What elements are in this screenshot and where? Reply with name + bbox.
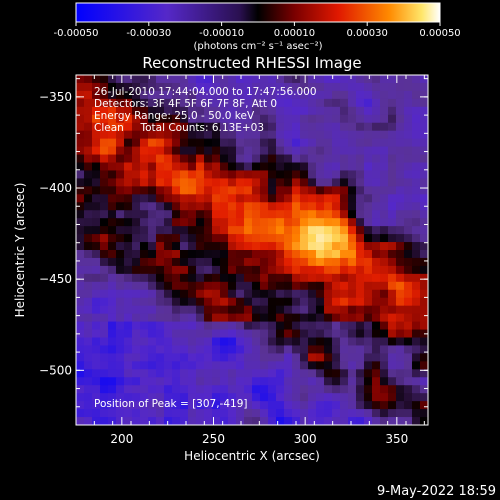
- y-tick-label: −450: [39, 272, 72, 286]
- colorbar-tick-label: 0.00050: [419, 28, 460, 39]
- colorbar-tick-label: 0.00030: [347, 28, 388, 39]
- energy-range-label: Energy Range: 25.0 - 50.0 keV: [94, 110, 255, 122]
- x-tick-label: 250: [202, 432, 225, 446]
- axis-ticks: 200 250 300 350 −350 −400 −450 −500: [39, 75, 428, 446]
- chart-title: Reconstructed RHESSI Image: [142, 54, 361, 72]
- x-tick-label: 200: [110, 432, 133, 446]
- clean-counts-label: Clean Total Counts: 6.13E+03: [94, 122, 265, 134]
- x-tick-label: 300: [294, 432, 317, 446]
- colorbar-units: (photons cm⁻² s⁻¹ asec⁻²): [193, 41, 322, 52]
- colorbar-tick-label: -0.00010: [199, 28, 244, 39]
- colorbar-ticks: -0.00050 -0.00030 -0.00010 0.00010 0.00030 0.…: [54, 22, 461, 39]
- time-range-label: 26-Jul-2010 17:44:04.000 to 17:47:56.000: [94, 86, 317, 98]
- peak-position-label: Position of Peak = [307,-419]: [94, 398, 248, 410]
- y-axis-label: Heliocentric Y (arcsec): [13, 183, 27, 318]
- colorbar: [75, 2, 441, 23]
- detectors-label: Detectors: 3F 4F 5F 6F 7F 8F, Att 0: [94, 98, 278, 110]
- colorbar-tick-label: -0.00050: [54, 28, 99, 39]
- colorbar-tick-label: -0.00030: [126, 28, 171, 39]
- y-tick-label: −400: [39, 181, 72, 195]
- footer-date: 9-May-2022 18:59: [377, 484, 496, 499]
- colorbar-tick-label: 0.00010: [274, 28, 315, 39]
- x-axis-label: Heliocentric X (arcsec): [184, 449, 320, 463]
- y-tick-label: −350: [39, 90, 72, 104]
- y-tick-label: −500: [39, 363, 72, 377]
- x-tick-label: 350: [385, 432, 408, 446]
- heatmap: [76, 75, 428, 425]
- plot-frame: [75, 74, 429, 426]
